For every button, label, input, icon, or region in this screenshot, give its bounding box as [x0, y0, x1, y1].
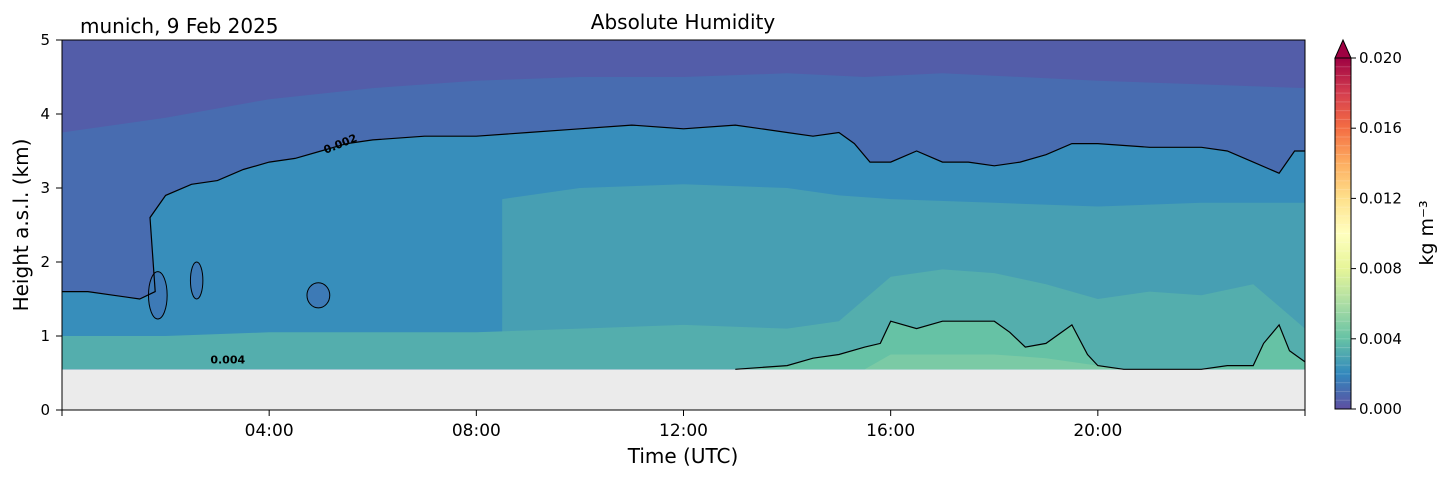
colorbar-bands — [1335, 66, 1351, 401]
colorbar-extend-arrow — [1334, 38, 1352, 59]
y-tick-label: 3 — [40, 179, 50, 197]
humidity-blobs — [147, 261, 331, 320]
colorbar-tick-label: 0.012 — [1359, 189, 1402, 207]
contour-blob-2 — [306, 282, 331, 309]
colorbar: 0.000 0.004 0.008 0.012 0.016 0.020 kg m⁻³ — [1334, 38, 1438, 418]
y-tick-label: 0 — [40, 401, 50, 419]
field-region-5 — [735, 321, 1305, 370]
y-tick-label: 1 — [40, 327, 50, 345]
chart-title: Absolute Humidity — [591, 10, 776, 34]
x-tick-label: 12:00 — [659, 421, 708, 441]
x-tick-label: 04:00 — [245, 421, 294, 441]
contour-blob-0 — [147, 271, 168, 320]
location-date-label: munich, 9 Feb 2025 — [80, 14, 279, 38]
x-axis-label: Time (UTC) — [627, 444, 739, 468]
contour-label-0.004: 0.004 — [210, 353, 245, 366]
x-tick-label: 16:00 — [866, 421, 915, 441]
y-tick-label: 2 — [40, 253, 50, 271]
colorbar-tick-label: 0.020 — [1359, 49, 1402, 67]
colorbar-label: kg m⁻³ — [1416, 200, 1438, 265]
colorbar-tick-label: 0.000 — [1359, 400, 1402, 418]
humidity-field — [62, 40, 1305, 370]
field-region-6 — [864, 354, 1124, 370]
y-tick-label: 4 — [40, 105, 50, 123]
colorbar-gradient — [1335, 58, 1351, 409]
y-tick-label: 5 — [40, 31, 50, 49]
colorbar-tick-label: 0.016 — [1359, 119, 1402, 137]
y-axis-label: Height a.s.l. (km) — [9, 139, 33, 312]
colorbar-tick-label: 0.008 — [1359, 260, 1402, 278]
y-axis: 0 1 2 3 4 5 — [40, 31, 62, 419]
colorbar-frame — [1334, 57, 1352, 410]
colorbar-ticks: 0.000 0.004 0.008 0.012 0.016 0.020 — [1351, 49, 1402, 418]
colorbar-tick-label: 0.004 — [1359, 330, 1402, 348]
x-tick-label: 20:00 — [1073, 421, 1122, 441]
contour-line-0.002 — [62, 124, 1305, 300]
x-tick-label: 08:00 — [452, 421, 501, 441]
x-axis: 04:00 08:00 12:00 16:00 20:00 — [61, 410, 1306, 441]
contour-blob-1 — [189, 261, 204, 300]
contour-line-0.004 — [735, 320, 1305, 370]
